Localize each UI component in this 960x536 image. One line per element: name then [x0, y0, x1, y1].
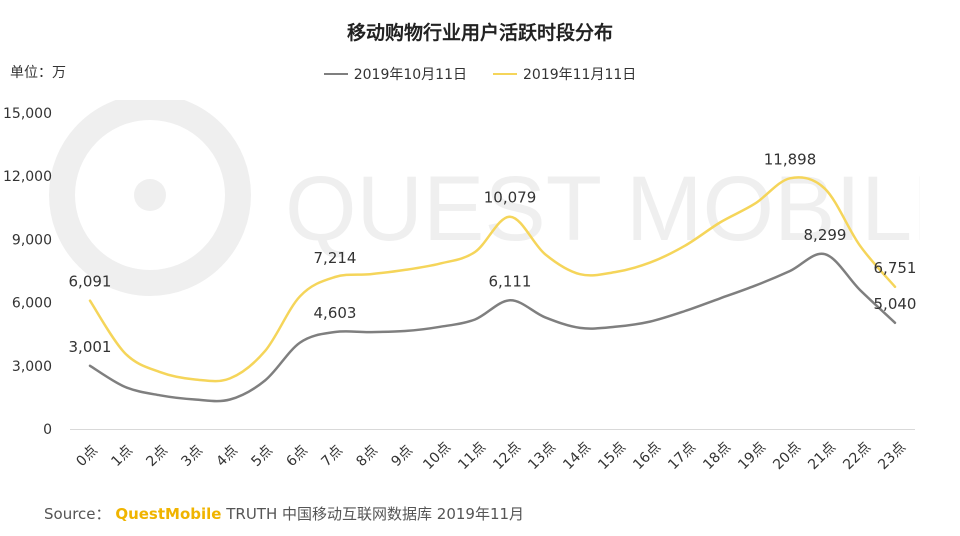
source-brand: QuestMobile [115, 505, 222, 523]
data-label-oct: 6,111 [489, 272, 532, 290]
source-note: Source： QuestMobile TRUTH 中国移动互联网数据库 201… [44, 503, 524, 524]
x-tick-label: 13点 [525, 439, 559, 473]
chart-title: 移动购物行业用户活跃时段分布 [346, 22, 613, 44]
x-tick-label: 21点 [805, 439, 839, 473]
data-label-nov: 7,214 [314, 249, 357, 267]
legend-swatch-nov [493, 73, 517, 75]
data-label-nov: 6,751 [874, 259, 917, 277]
legend: 2019年10月11日 2019年11月11日 [0, 64, 960, 84]
y-tick-label: 0 [43, 422, 52, 438]
x-tick-label: 23点 [875, 439, 909, 473]
legend-label-oct: 2019年10月11日 [353, 67, 467, 83]
x-tick-label: 0点 [73, 442, 101, 470]
legend-item-nov: 2019年11月11日 [493, 64, 636, 84]
x-tick-label: 17点 [665, 439, 699, 473]
series-line-oct [88, 252, 897, 403]
data-label-nov: 10,079 [484, 189, 537, 207]
x-tick-label: 22点 [840, 439, 874, 473]
source-label: Source： [44, 505, 111, 523]
data-label-nov: 11,898 [764, 150, 817, 168]
legend-item-oct: 2019年10月11日 [323, 64, 467, 84]
x-tick-label: 10点 [420, 439, 454, 473]
y-tick-label: 3,000 [12, 359, 52, 375]
x-tick-label: 6点 [283, 442, 311, 470]
x-tick-label: 19点 [735, 439, 769, 473]
x-tick-label: 18点 [700, 439, 734, 473]
x-tick-label: 20点 [770, 439, 804, 473]
x-tick-label: 4点 [213, 442, 241, 470]
x-tick-label: 11点 [455, 439, 489, 473]
x-tick-label: 8点 [353, 442, 381, 470]
x-tick-label: 7点 [318, 442, 346, 470]
data-label-nov: 6,091 [69, 273, 112, 291]
x-tick-label: 16点 [630, 439, 664, 473]
y-tick-label: 12,000 [3, 169, 52, 185]
source-rest: TRUTH 中国移动互联网数据库 2019年11月 [226, 505, 525, 523]
unit-label: 单位：万 [10, 65, 66, 81]
data-label-oct: 5,040 [874, 295, 917, 313]
x-tick-label: 2点 [143, 442, 171, 470]
y-tick-label: 6,000 [12, 296, 52, 312]
x-tick-label: 5点 [248, 442, 276, 470]
x-tick-label: 12点 [490, 439, 524, 473]
x-tick-label: 15点 [595, 439, 629, 473]
data-label-oct: 3,001 [69, 338, 112, 356]
data-label-oct: 4,603 [314, 304, 357, 322]
x-tick-label: 14点 [560, 439, 594, 473]
y-tick-label: 15,000 [3, 106, 52, 122]
x-tick-label: 1点 [108, 442, 136, 470]
legend-swatch-oct [323, 73, 348, 75]
series-line-nov [88, 176, 897, 383]
x-tick-label: 9点 [388, 442, 416, 470]
legend-label-nov: 2019年11月11日 [523, 67, 637, 83]
y-tick-label: 9,000 [12, 232, 52, 248]
data-label-oct: 8,299 [804, 226, 847, 244]
x-tick-label: 3点 [178, 442, 206, 470]
